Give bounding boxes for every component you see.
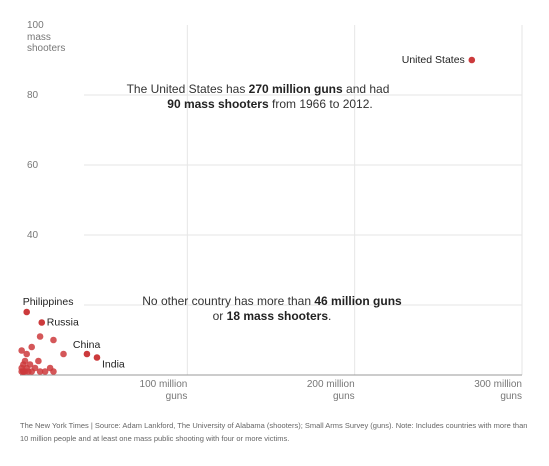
annotation-bold: 46 million guns (314, 294, 402, 308)
y-tick-label: 100 (27, 20, 44, 31)
y-tick-label: 60 (27, 160, 39, 171)
data-point-india (93, 354, 101, 361)
data-points (18, 56, 476, 375)
x-tick-sublabel: guns (166, 391, 188, 402)
annotation-bold: 18 mass shooters (227, 309, 329, 323)
data-point (28, 343, 36, 351)
data-point (50, 368, 57, 375)
y-tick-label: 80 (27, 90, 39, 101)
annotation-bold: 270 million guns (249, 82, 343, 96)
x-tick-sublabel: guns (500, 391, 522, 402)
annotation-text: . (328, 309, 331, 323)
y-tick-sublabel: mass (27, 32, 51, 43)
annotation-text: or (213, 309, 227, 323)
data-point (35, 357, 42, 365)
annotation-text: The United States has (127, 82, 249, 96)
y-tick-label: 40 (27, 230, 39, 241)
annotation-line: No other country has more than 46 millio… (142, 294, 402, 308)
data-point-china (83, 350, 91, 358)
annotation-line: or 18 mass shooters. (213, 309, 332, 323)
country-label-philippines: Philippines (23, 296, 74, 308)
annotation-bold: 90 mass shooters (167, 97, 269, 111)
data-point (50, 336, 57, 344)
data-point (23, 350, 30, 358)
annotation-text: from 1966 to 2012. (269, 97, 373, 111)
data-point (28, 368, 36, 375)
annotation-line: 90 mass shooters from 1966 to 2012. (167, 97, 372, 111)
x-tick-label: 300 million (474, 379, 522, 390)
x-tick-label: 200 million (307, 379, 355, 390)
data-point (36, 333, 44, 340)
data-point-russia (38, 319, 46, 326)
data-point (23, 364, 30, 372)
country-label-india: India (102, 359, 125, 371)
data-point-united-states (468, 56, 476, 64)
data-point (60, 350, 67, 358)
country-label-russia: Russia (47, 317, 79, 329)
data-point (41, 368, 49, 375)
annotation-text: and had (343, 82, 390, 96)
x-tick-sublabel: guns (333, 391, 355, 402)
annotation-text: No other country has more than (142, 294, 314, 308)
grid-lines (84, 25, 523, 375)
y-tick-sublabel: shooters (27, 43, 65, 54)
annotation-line: The United States has 270 million guns a… (127, 82, 390, 96)
data-point (36, 368, 44, 375)
country-label-china: China (73, 339, 101, 351)
country-label-united-states: United States (402, 54, 465, 66)
data-point-philippines (23, 308, 30, 316)
source-note: The New York Times | Source: Adam Lankfo… (20, 421, 528, 443)
data-point (18, 347, 25, 354)
annotations: The United States has 270 million guns a… (127, 82, 402, 323)
x-tick-label: 100 million (140, 379, 188, 390)
